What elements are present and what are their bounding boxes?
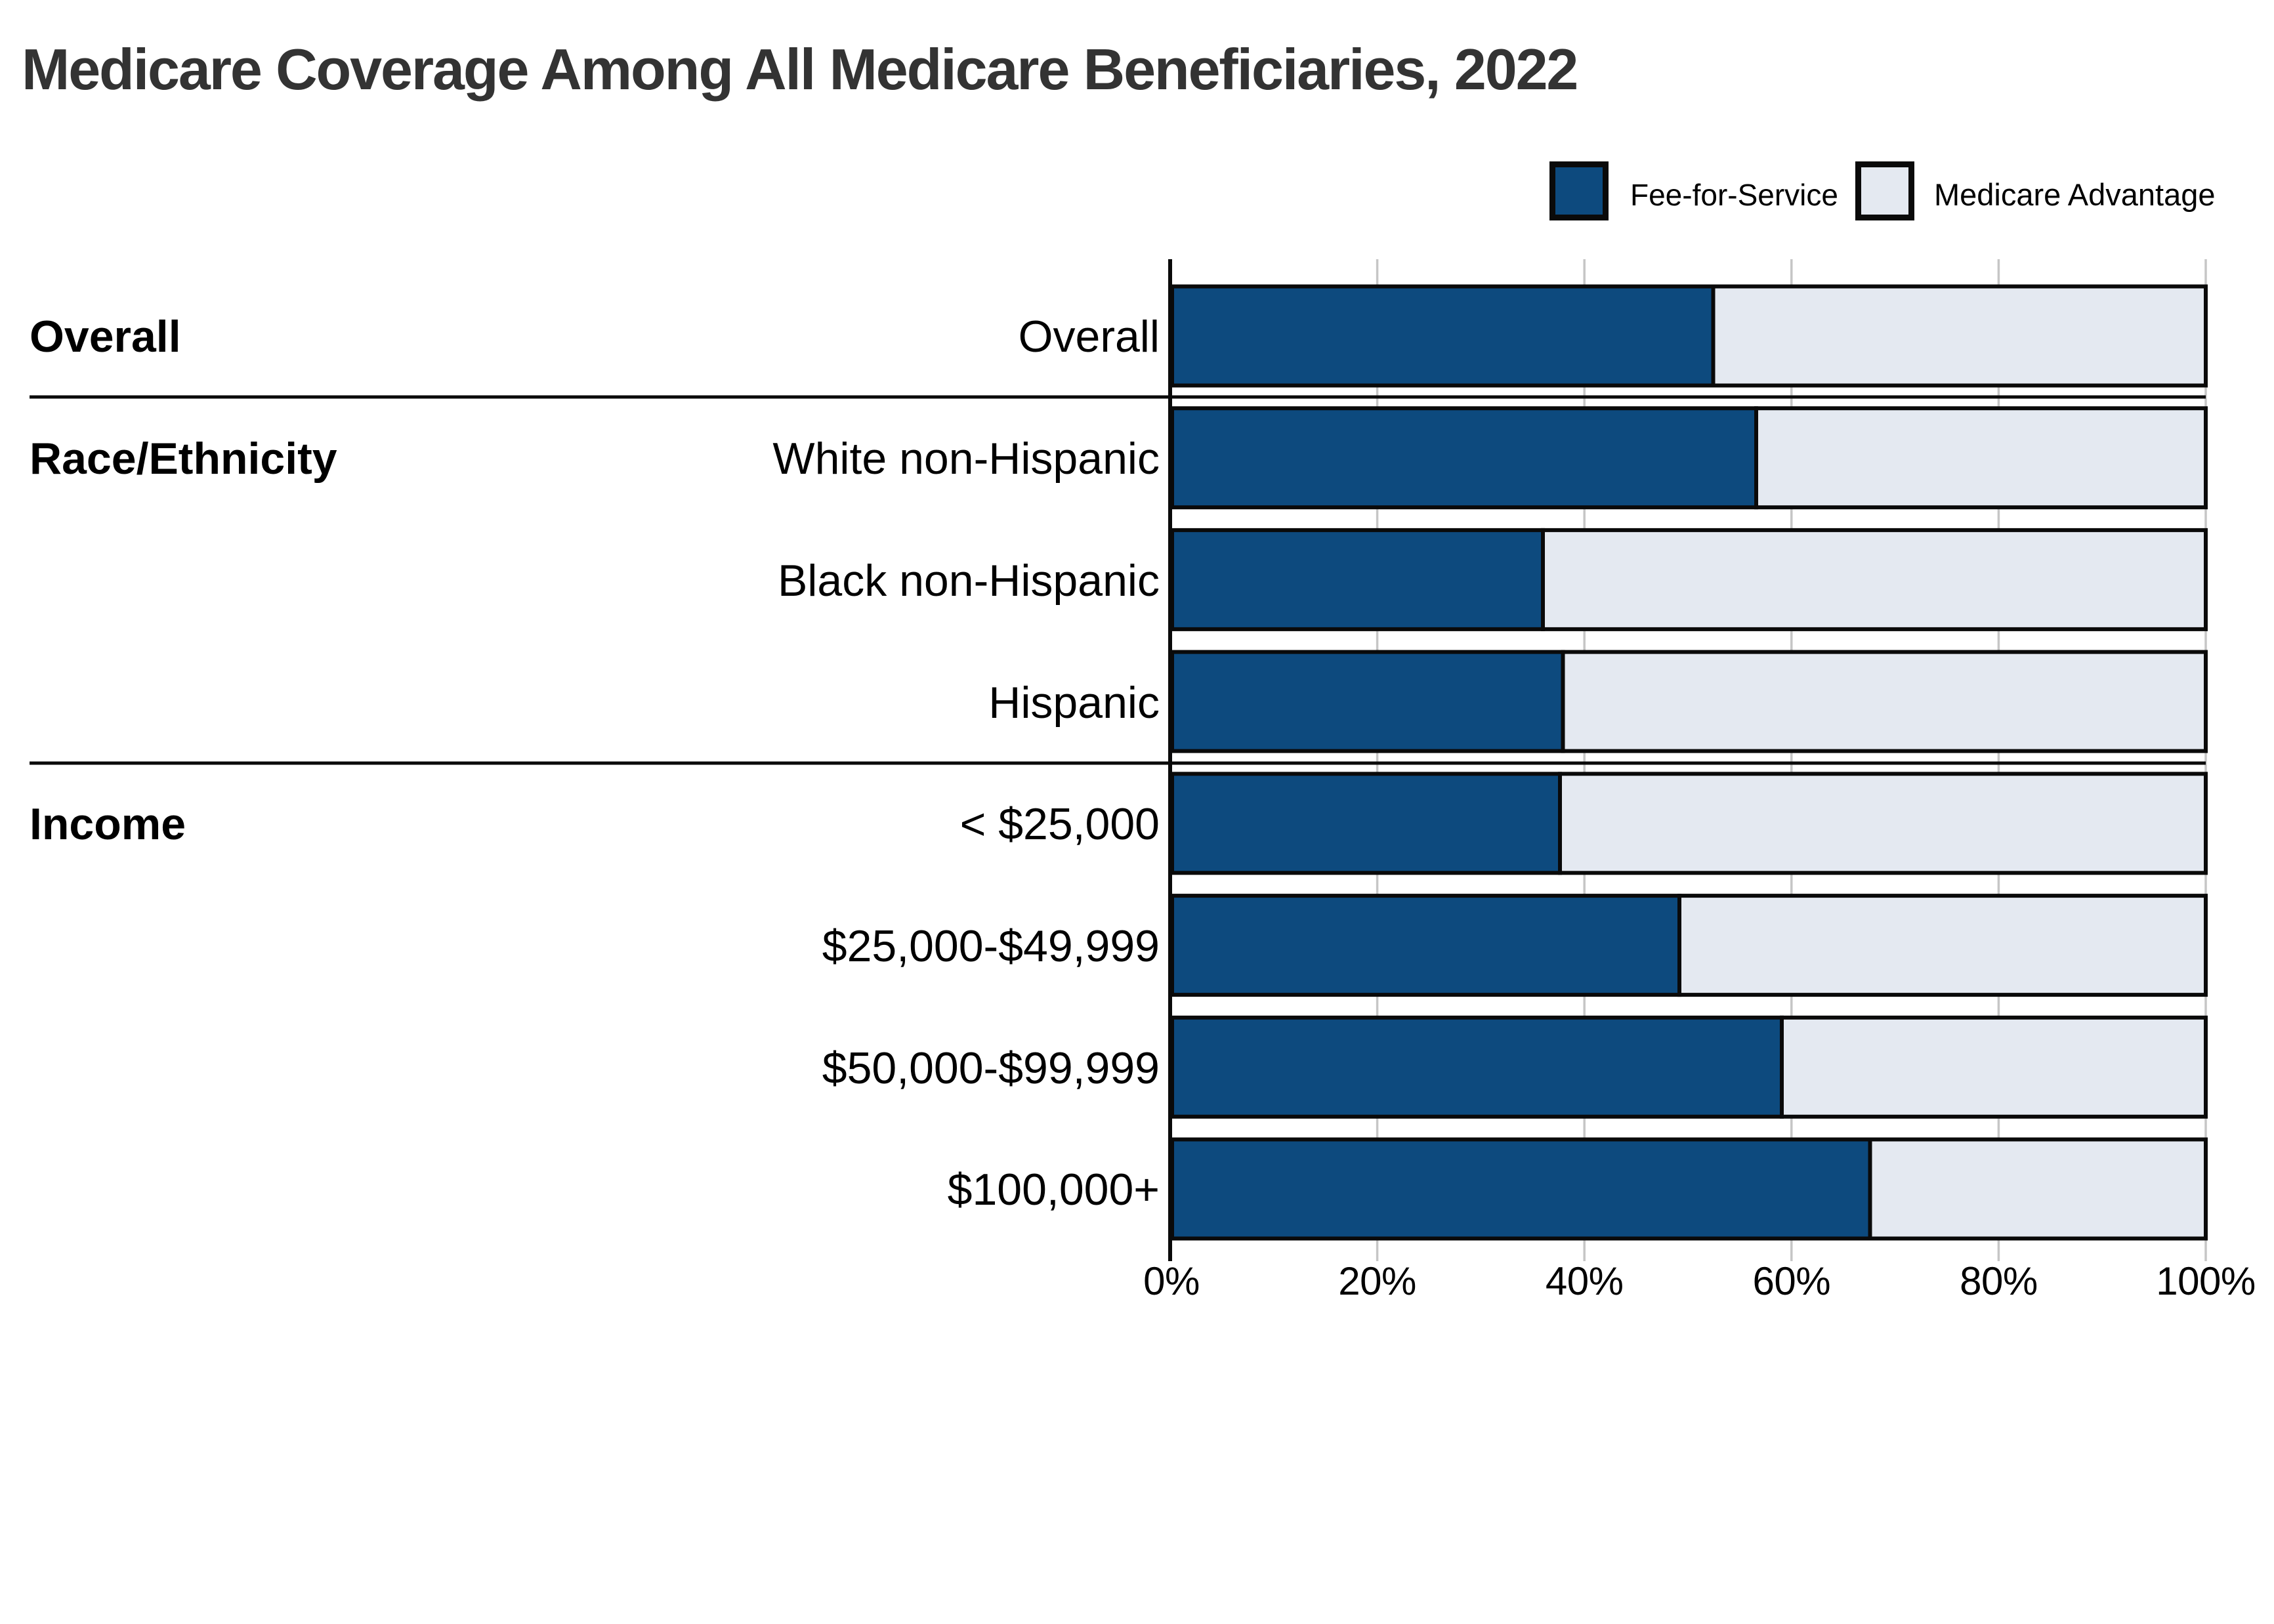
svg-text:100%: 100% <box>2156 1259 2255 1303</box>
svg-text:Medicare Coverage Among All Me: Medicare Coverage Among All Medicare Ben… <box>22 37 1577 102</box>
svg-text:Race/Ethnicity: Race/Ethnicity <box>30 434 337 484</box>
svg-text:60%: 60% <box>1753 1259 1831 1303</box>
svg-text:0%: 0% <box>1143 1259 1200 1303</box>
svg-text:20%: 20% <box>1338 1259 1416 1303</box>
svg-text:80%: 80% <box>1960 1259 2038 1303</box>
svg-text:Medicare Advantage: Medicare Advantage <box>1934 177 2216 212</box>
svg-text:$100,000+: $100,000+ <box>948 1165 1160 1215</box>
svg-text:Fee-for-Service: Fee-for-Service <box>1630 178 1838 212</box>
svg-text:White non-Hispanic: White non-Hispanic <box>772 434 1160 484</box>
svg-text:Black non-Hispanic: Black non-Hispanic <box>778 556 1160 606</box>
svg-text:$50,000-$99,999: $50,000-$99,999 <box>822 1043 1160 1093</box>
svg-text:$25,000-$49,999: $25,000-$49,999 <box>822 921 1160 971</box>
svg-text:< $25,000: < $25,000 <box>960 799 1160 849</box>
svg-text:Overall: Overall <box>30 312 181 362</box>
svg-text:Hispanic: Hispanic <box>988 678 1160 728</box>
svg-text:Overall: Overall <box>1019 312 1160 362</box>
svg-text:40%: 40% <box>1546 1259 1624 1303</box>
svg-text:Income: Income <box>30 799 186 849</box>
